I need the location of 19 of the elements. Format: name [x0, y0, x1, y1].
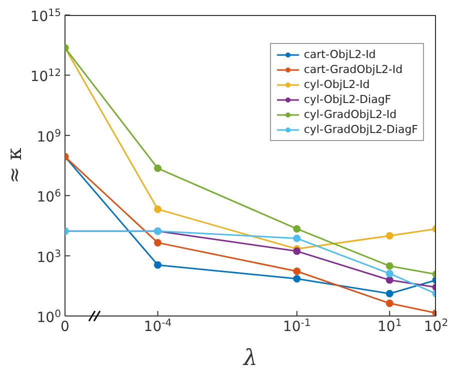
x-tick-label: 10$^{-1}$ [282, 318, 311, 335]
y-tick-label: 10$^{12}$ [30, 68, 61, 86]
legend-label: cyl-ObjL2-Id [304, 77, 370, 92]
y-tick-label: 10$^{6}$ [36, 188, 61, 206]
x-tick-label: 10$^{1}$ [378, 318, 402, 335]
x-tick-label: 10$^{2}$ [424, 318, 448, 335]
y-axis-title: ≈ κ [2, 147, 26, 184]
legend-label: cyl-GradObjL2-DiagF [304, 122, 418, 137]
y-tick-label: 10$^{15}$ [30, 8, 61, 25]
legend-label: cyl-ObjL2-DiagF [304, 92, 392, 107]
legend-label: cart-GradObjL2-Id [304, 62, 403, 77]
x-tick-label: 10$^{-4}$ [144, 318, 172, 335]
legend-label: cart-ObjL2-Id [304, 47, 376, 62]
y-tick-label: 10$^{3}$ [36, 248, 61, 266]
x-tick-label: 0 [60, 319, 70, 335]
y-tick-label: 10$^{9}$ [36, 128, 61, 146]
x-axis-title: λ [242, 346, 258, 371]
y-tick-label: 10$^{0}$ [36, 308, 61, 326]
legend-label: cyl-GradObjL2-Id [304, 107, 397, 122]
